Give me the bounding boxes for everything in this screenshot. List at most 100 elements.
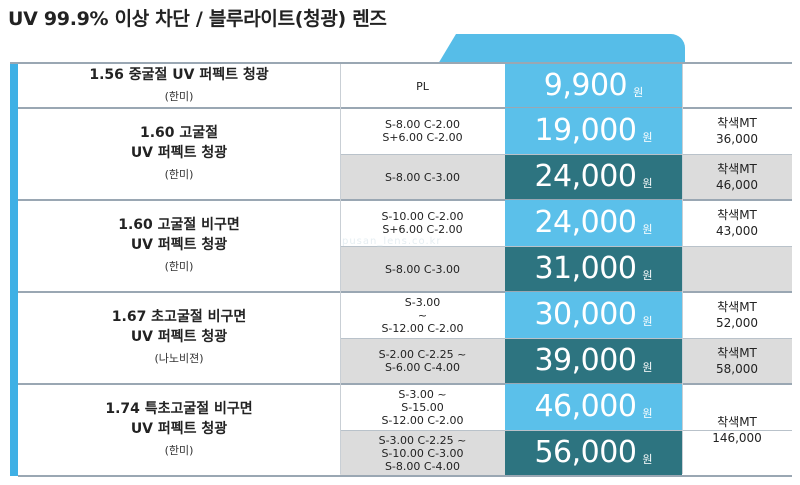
power-range-line: S+6.00 C-2.00 [382,223,463,236]
power-range-line: S-10.00 C-3.00 [381,446,464,460]
currency-unit: 원 [642,407,653,420]
table-accent-bar [10,62,18,476]
tint-option-line: 146,000 [712,431,762,445]
price-cell: 24,000 원 [505,200,682,246]
tint-option-line: 착색MT [717,116,757,130]
lens-name-cell: 1.56 중굴절 UV 퍼펙트 청광 (한미) [18,64,340,108]
lens-name-line: 1.56 중굴절 UV 퍼펙트 청광 [89,67,269,83]
currency-unit: 원 [633,86,644,99]
currency-unit: 원 [642,131,653,144]
tint-option-line: 착색MT [717,208,757,222]
tint-option-cell: 착색MT 43,000 [682,200,792,246]
table-top-border [10,62,792,64]
power-range-cell: S-3.00 C-2.25 ~ S-10.00 C-3.00 S-8.00 C-4.… [340,430,505,476]
sub-row-divider [340,154,792,155]
currency-unit: 원 [642,223,653,236]
price-cell: 30,000 원 [505,292,682,338]
tint-option-line: 46,000 [716,178,758,192]
power-range-line: S-10.00 C-2.00 [381,210,464,223]
lens-name-line: UV 퍼펙트 청광 [130,145,228,161]
price-cell: 46,000 원 [505,384,682,430]
power-range-line: S-15.00 [401,400,444,414]
price-value: 24,000 [534,159,637,194]
sub-row-divider [340,246,792,247]
power-range-line: S-8.00 C-2.00 [384,118,461,131]
row-divider [18,199,792,201]
tint-option-cell: 착색MT 52,000 [682,292,792,338]
price-value: 46,000 [534,389,637,424]
lens-name-line: UV 퍼펙트 청광 [130,237,228,253]
price-value: 30,000 [534,297,637,332]
power-range-line: ~ [417,308,428,322]
price-value: 9,900 [543,68,628,103]
lens-name-line: 1.60 고굴절 [139,125,219,141]
tint-option-cell [682,246,792,292]
row-divider [18,383,792,385]
power-range-cell: PL [340,64,505,108]
lens-name-line: 1.74 특초고굴절 비구면 [105,401,253,417]
lens-name-line: UV 퍼펙트 청광 [130,329,228,345]
tint-option-cell: 착색MT 58,000 [682,338,792,384]
price-value: 56,000 [534,435,637,470]
tint-option-line: 착색MT [717,162,757,176]
power-range-line: S-3.00 C-2.25 ~ [378,433,467,447]
tint-option-line: 43,000 [716,224,758,238]
lens-name-line: UV 퍼펙트 청광 [130,421,228,437]
power-range-cell: S-2.00 C-2.25 ~ S-6.00 C-4.00 [340,338,505,384]
power-range-line: S-12.00 C-2.00 [381,321,464,335]
tint-option-line: 착색MT [717,415,757,429]
power-range-line: S-12.00 C-2.00 [381,413,464,427]
lens-maker: (한미) [164,444,194,457]
currency-unit: 원 [642,361,653,374]
currency-unit: 원 [642,177,653,190]
price-cell: 39,000 원 [505,338,682,384]
lens-name-cell: 1.60 고굴절 UV 퍼펙트 청광 (한미) [18,108,340,200]
price-value: 31,000 [534,251,637,286]
power-range-line: S-2.00 C-2.25 ~ [378,348,467,361]
power-range-line: S-6.00 C-4.00 [384,361,461,374]
lens-name-line: 1.60 고굴절 비구면 [118,217,240,233]
row-divider [18,107,792,109]
power-range-cell: S-8.00 C-2.00 S+6.00 C-2.00 [340,108,505,154]
power-range-line: S-8.00 C-3.00 [384,170,461,184]
sub-row-divider [340,430,792,431]
tint-option-line: 58,000 [716,362,758,376]
power-range-cell: S-8.00 C-3.00 [340,246,505,292]
tint-option-cell: 착색MT 46,000 [682,154,792,200]
currency-unit: 원 [642,453,653,466]
price-cell: 31,000 원 [505,246,682,292]
power-range-line: S-8.00 C-4.00 [384,459,461,473]
price-column-tab-notch [438,34,456,64]
price-cell: 24,000 원 [505,154,682,200]
lens-name-cell: 1.60 고굴절 비구면 UV 퍼펙트 청광 (한미) [18,200,340,292]
power-range-line: S+6.00 C-2.00 [382,131,463,144]
watermark: pusan_lens.co.kr [342,236,442,247]
tint-option-line: 착색MT [717,346,757,360]
price-column-tab [438,34,685,64]
power-range-cell: S-8.00 C-3.00 [340,154,505,200]
page-title: UV 99.9% 이상 차단 / 블루라이트(청광) 렌즈 [8,8,387,30]
power-range-line: PL [416,79,429,93]
power-range-cell: S-3.00 ~ S-12.00 C-2.00 [340,292,505,338]
power-range-cell: S-10.00 C-2.00 S+6.00 C-2.00 [340,200,505,246]
price-value: 24,000 [534,205,637,240]
currency-unit: 원 [642,315,653,328]
price-cell: 56,000 원 [505,430,682,476]
lens-price-table: 1.56 중굴절 UV 퍼펙트 청광 (한미) PL 9,900 원 1.60 고굴절 UV… [10,62,792,477]
lens-maker: (나노비젼) [154,352,204,365]
power-range-line: S-3.00 ~ [398,387,447,401]
price-cell: 19,000 원 [505,108,682,154]
tint-option-line: 착색MT [717,300,757,314]
column-divider [682,64,683,474]
price-value: 19,000 [534,113,637,148]
row-divider [18,291,792,293]
tint-option-cell: 착색MT 36,000 [682,108,792,154]
lens-name-cell: 1.74 특초고굴절 비구면 UV 퍼펙트 청광 (한미) [18,384,340,476]
lens-maker: (한미) [164,260,194,273]
lens-maker: (한미) [164,168,194,181]
sub-row-divider [340,338,792,339]
lens-maker: (한미) [164,90,194,103]
tint-option-cell: 착색MT 146,000 [682,384,792,476]
power-range-line: S-8.00 C-3.00 [384,262,461,276]
power-range-cell: S-3.00 ~ S-15.00 S-12.00 C-2.00 [340,384,505,430]
